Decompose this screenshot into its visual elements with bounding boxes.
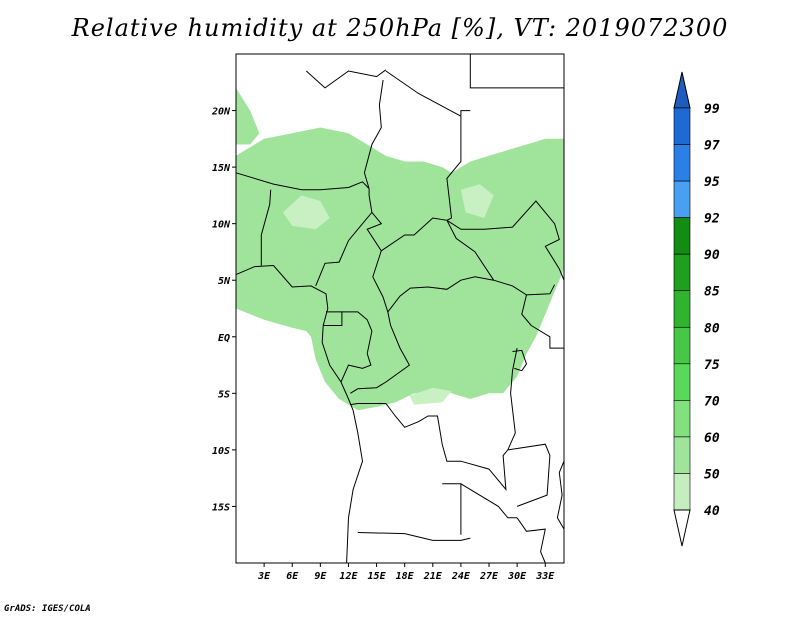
border-line <box>442 483 462 535</box>
longitude-axis: 3E 6E 9E 12E 15E 18E 21E 24E 27E 30E 33E <box>257 563 555 582</box>
lon-tick-label: 18E <box>396 571 415 582</box>
border-line <box>516 517 546 564</box>
colorbar-bottom-triangle <box>673 509 691 547</box>
colorbar-segment <box>673 180 691 218</box>
country-borders <box>235 54 565 564</box>
lon-tick-label: 24E <box>451 571 471 582</box>
border-line <box>260 189 272 266</box>
lon-tick-label: 27E <box>479 571 499 582</box>
lat-tick-label: 5S <box>218 389 230 400</box>
colorbar-segment <box>673 217 691 255</box>
border-line <box>363 79 384 189</box>
colorbar-label: 99 <box>704 102 720 117</box>
colorbar-label: 97 <box>704 139 720 154</box>
map-title: Relative humidity at 250hPa [%], VT: 201… <box>71 14 729 42</box>
lon-tick-label: 9E <box>314 571 327 582</box>
lat-tick-label: 15N <box>212 163 231 174</box>
lon-tick-label: 21E <box>423 571 443 582</box>
border-line <box>305 69 387 89</box>
border-line <box>446 200 565 281</box>
colorbar-label: 80 <box>704 321 720 336</box>
colorbar-label: 95 <box>704 175 720 190</box>
lon-tick-label: 30E <box>507 571 527 582</box>
border-line <box>381 217 495 281</box>
border-line <box>340 311 373 383</box>
colorbar-label: 70 <box>704 394 720 409</box>
colorbar-label: 50 <box>704 467 720 482</box>
colorbar-label: 60 <box>704 431 720 446</box>
border-line <box>323 311 343 326</box>
border-line <box>385 70 462 117</box>
lon-tick-label: 33E <box>535 571 555 582</box>
latitude-axis: 20N 15N 10N 5N EQ 5S 10S 15S <box>211 107 236 513</box>
border-line <box>387 276 494 313</box>
humidity-field-light-patches <box>282 184 494 405</box>
border-line <box>460 110 471 117</box>
humidity-field <box>236 87 564 411</box>
border-line <box>350 311 411 394</box>
border-line <box>460 483 518 519</box>
lat-tick-label: 20N <box>211 107 231 118</box>
lat-tick-label: 10S <box>212 446 230 457</box>
lat-tick-label: 15S <box>212 502 230 513</box>
colorbar-segment <box>673 400 691 438</box>
colorbar: 99 97 95 92 90 85 80 75 70 60 50 40 <box>673 71 720 547</box>
border-line <box>235 264 364 564</box>
border-line <box>446 116 462 221</box>
humidity-field-west-band <box>236 87 260 145</box>
border-line <box>315 188 373 287</box>
colorbar-segment <box>673 144 691 182</box>
colorbar-label: 40 <box>704 504 720 519</box>
grads-credit: GrADS: IGES/COLA <box>4 604 91 614</box>
map-frame <box>235 53 565 564</box>
lon-tick-label: 12E <box>339 571 358 582</box>
colorbar-segment <box>673 290 691 328</box>
border-line <box>469 54 564 89</box>
colorbar-label: 85 <box>704 285 720 300</box>
lon-tick-label: 6E <box>286 571 299 582</box>
colorbar-label: 92 <box>704 212 720 227</box>
border-line <box>556 461 565 530</box>
lon-tick-label: 3E <box>257 571 271 582</box>
humidity-field-main-band <box>236 127 564 411</box>
border-line <box>507 443 551 507</box>
border-line <box>350 348 518 492</box>
colorbar-segment <box>673 107 691 145</box>
colorbar-segment <box>673 363 691 401</box>
colorbar-top-triangle <box>673 71 691 109</box>
colorbar-segment <box>673 326 691 365</box>
colorbar-segment <box>673 473 691 511</box>
lat-tick-label: EQ <box>218 333 230 344</box>
lon-tick-label: 15E <box>368 571 387 582</box>
colorbar-label: 90 <box>704 248 720 263</box>
colorbar-segment <box>673 436 691 474</box>
colorbar-label: 75 <box>704 358 720 373</box>
border-line <box>521 294 532 326</box>
border-line <box>235 172 370 191</box>
border-line <box>357 532 471 541</box>
colorbar-segment <box>673 253 691 292</box>
lat-tick-label: 10N <box>212 220 231 231</box>
border-line <box>512 349 528 372</box>
lat-tick-label: 5N <box>218 276 231 287</box>
border-line <box>530 325 564 349</box>
